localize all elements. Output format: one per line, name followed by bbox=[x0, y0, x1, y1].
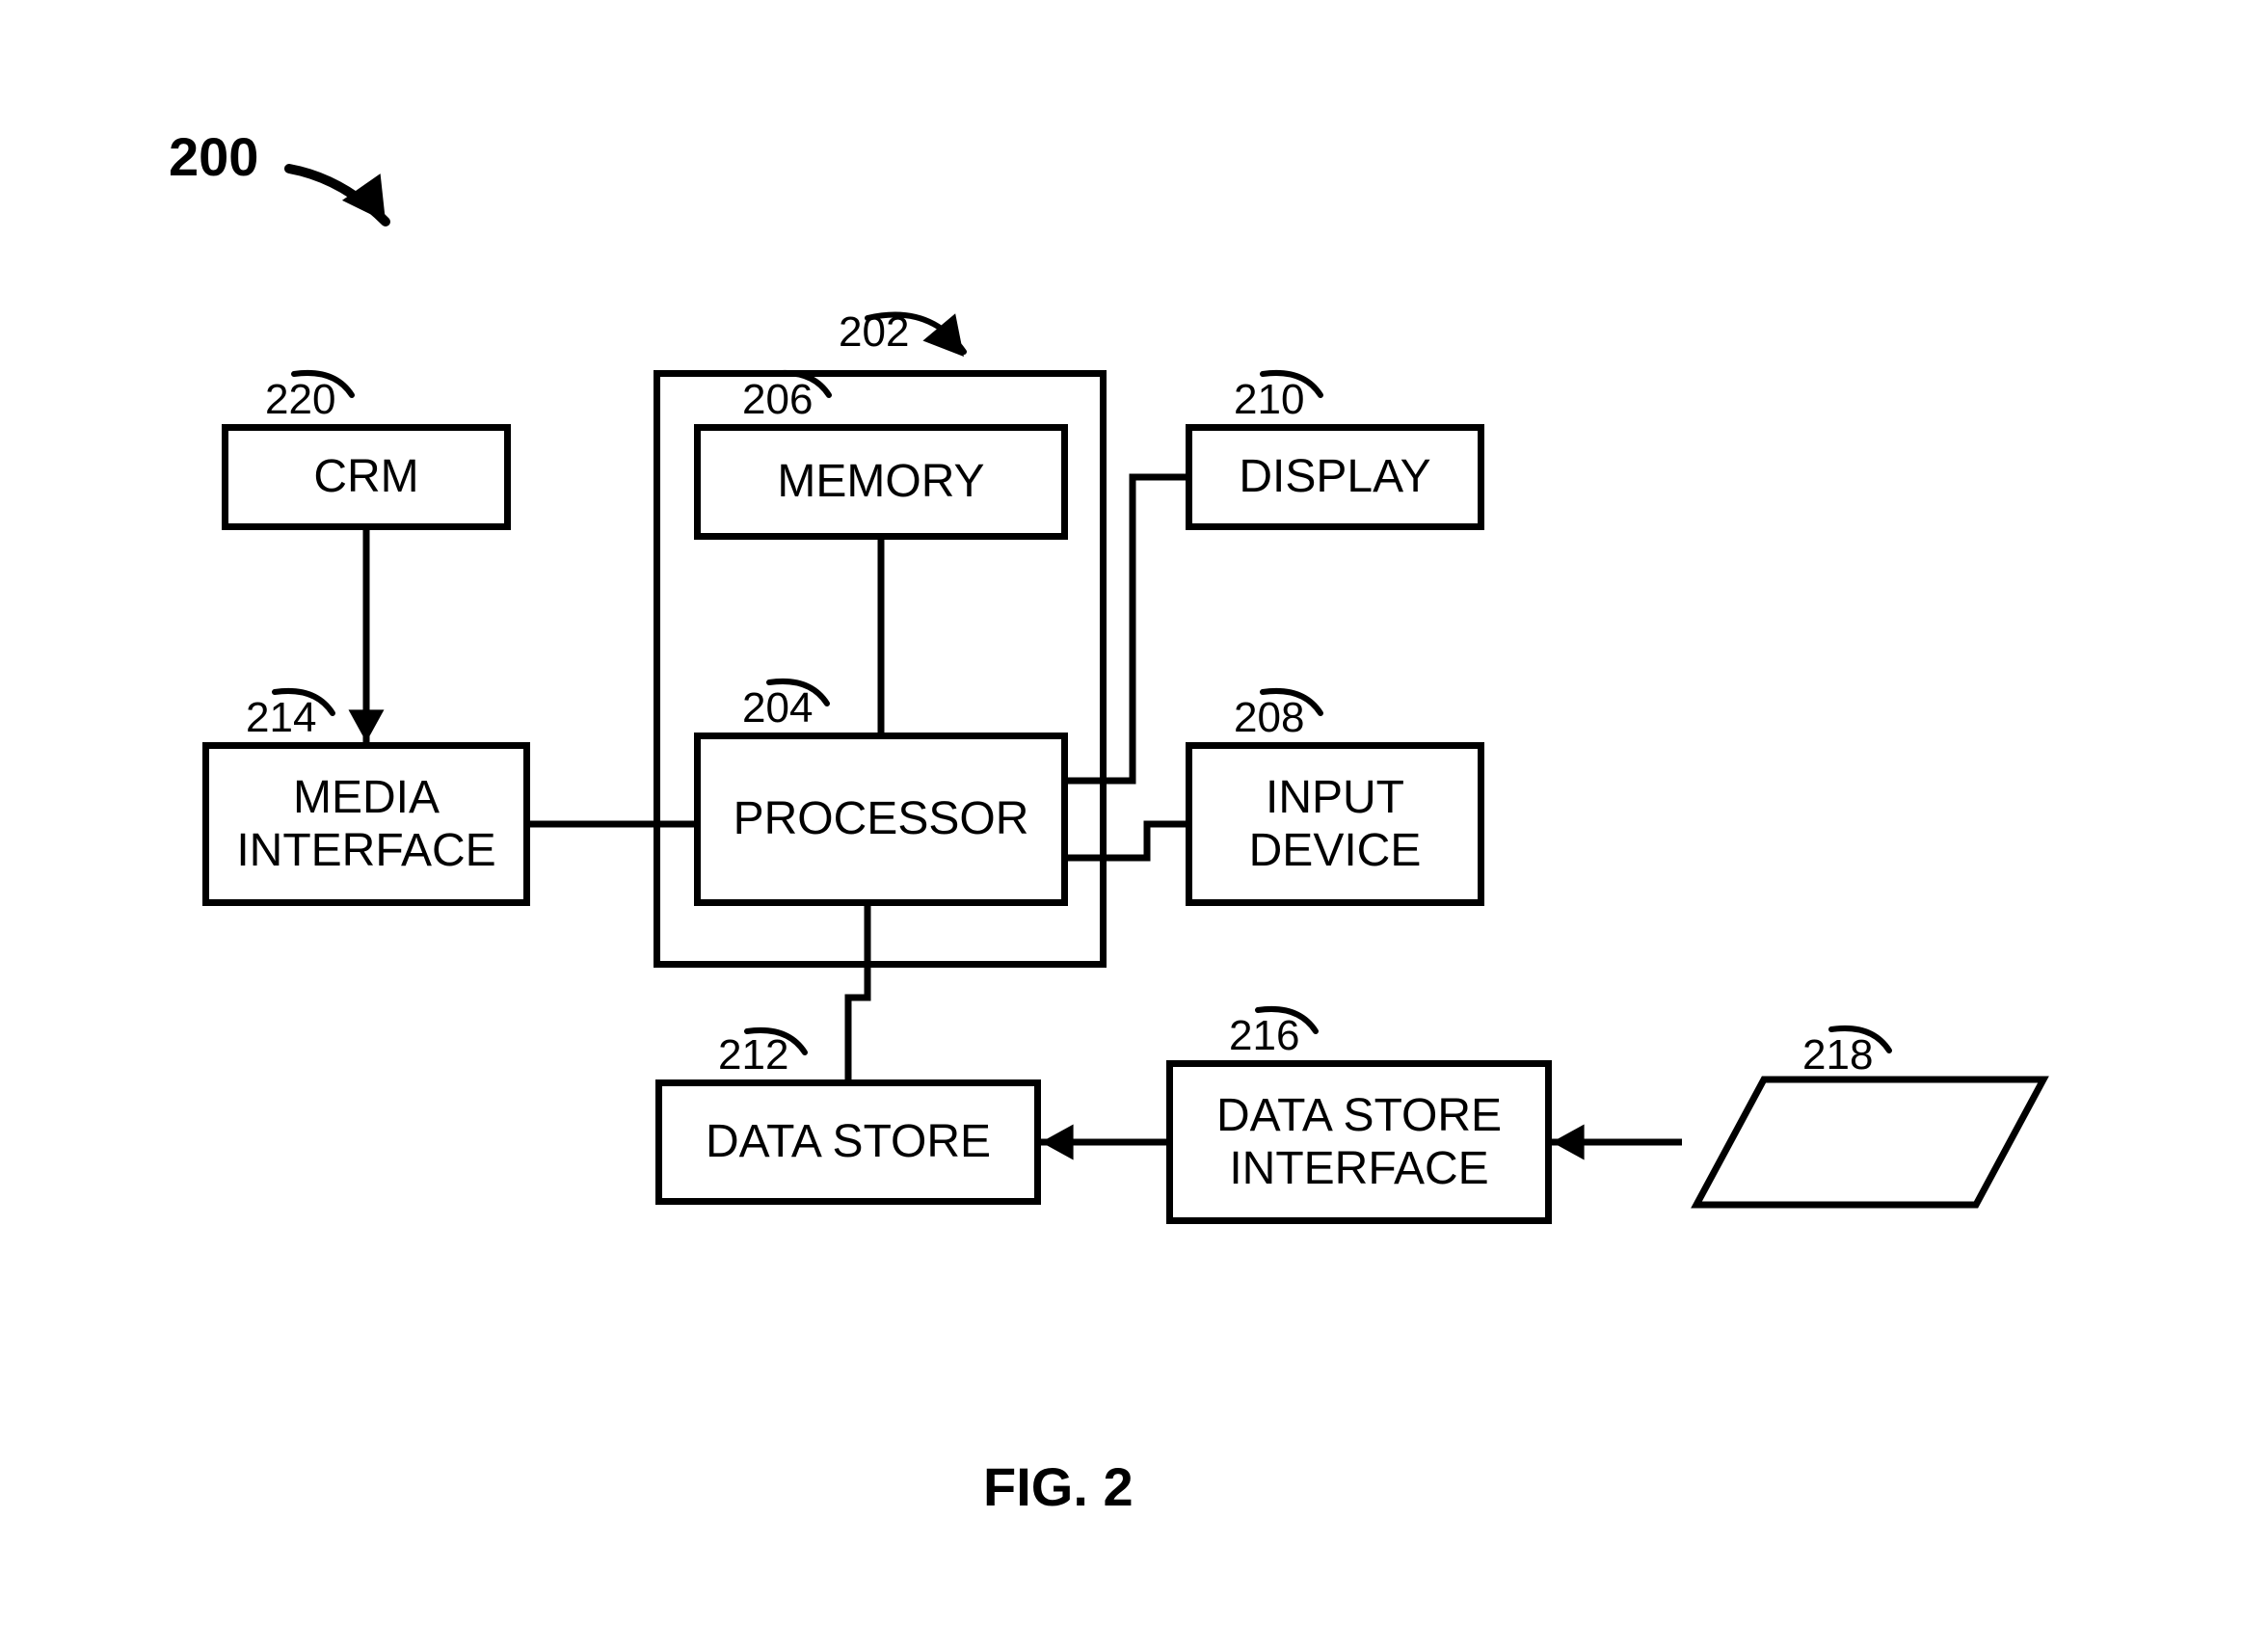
ref-218: 218 bbox=[1802, 1031, 1873, 1079]
ref-212: 212 bbox=[718, 1031, 788, 1079]
box-processor: PROCESSOR bbox=[694, 733, 1068, 906]
box-display: DISPLAY bbox=[1186, 424, 1484, 530]
box-ds-interface-label: DATA STORE INTERFACE bbox=[1216, 1089, 1502, 1195]
box-media: MEDIA INTERFACE bbox=[202, 742, 530, 906]
box-input-label: INPUT DEVICE bbox=[1249, 771, 1422, 877]
ref-202: 202 bbox=[839, 308, 909, 357]
ref-210: 210 bbox=[1234, 376, 1304, 424]
ref-204: 204 bbox=[742, 684, 813, 733]
ref-206: 206 bbox=[742, 376, 813, 424]
box-memory-label: MEMORY bbox=[777, 455, 984, 508]
box-data-store: DATA STORE bbox=[655, 1079, 1041, 1205]
box-data-label: DATA bbox=[1812, 1116, 1929, 1169]
ref-220: 220 bbox=[265, 376, 335, 424]
ref-214: 214 bbox=[246, 694, 316, 742]
figure-id-label: 200 bbox=[169, 125, 258, 188]
box-display-label: DISPLAY bbox=[1239, 450, 1430, 503]
box-crm: CRM bbox=[222, 424, 511, 530]
box-data: DATA bbox=[1696, 1079, 2043, 1205]
box-input: INPUT DEVICE bbox=[1186, 742, 1484, 906]
box-memory: MEMORY bbox=[694, 424, 1068, 540]
box-media-label: MEDIA INTERFACE bbox=[236, 771, 495, 877]
ref-216: 216 bbox=[1229, 1012, 1299, 1060]
box-crm-label: CRM bbox=[313, 450, 418, 503]
box-data-store-label: DATA STORE bbox=[706, 1115, 991, 1168]
ref-208: 208 bbox=[1234, 694, 1304, 742]
figure-stage: 200 CRM MEMORY DISPLAY MEDIA INTERFACE P… bbox=[0, 0, 2241, 1652]
figure-caption: FIG. 2 bbox=[983, 1455, 1134, 1518]
box-ds-interface: DATA STORE INTERFACE bbox=[1166, 1060, 1552, 1224]
box-processor-label: PROCESSOR bbox=[734, 792, 1029, 845]
